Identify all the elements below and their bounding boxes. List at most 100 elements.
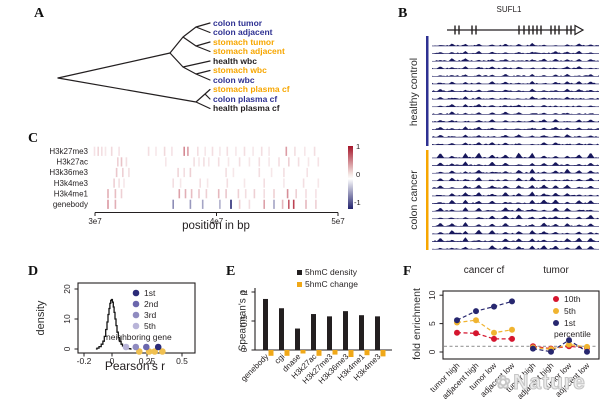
- c-x-tick-label: 3e7: [88, 217, 102, 226]
- heatmap-mark: [297, 157, 300, 167]
- heatmap-mark: [171, 146, 173, 156]
- density-curve: [95, 298, 132, 350]
- heatmap-mark: [193, 157, 195, 167]
- heatmap-mark: [226, 178, 229, 188]
- rank-dot-5th: [122, 343, 130, 351]
- heatmap-mark: [304, 146, 306, 156]
- panel-b-letter: B: [398, 6, 408, 21]
- heatmap-mark: [201, 199, 204, 209]
- signal-track: [432, 119, 599, 122]
- neighboring-gene-dot: [136, 348, 143, 355]
- heatmap-mark: [258, 157, 261, 167]
- signal-track: [432, 191, 599, 196]
- bar-5hmc-density: [295, 328, 300, 351]
- heatmap-mark: [163, 146, 166, 156]
- heatmap-mark: [172, 178, 174, 188]
- series-dot-1st: [566, 337, 572, 344]
- f-group-title-cancer-cf: cancer cf: [463, 265, 505, 276]
- d-x-tick-label: 0: [110, 356, 115, 366]
- heatmap-row-label: H3k27me3: [49, 147, 88, 156]
- f-plot-box: [442, 290, 600, 360]
- heatmap-mark: [281, 199, 284, 209]
- d-legend-dot: [132, 322, 140, 330]
- tree-edge: [57, 77, 211, 110]
- heatmap-mark: [305, 199, 307, 209]
- series-dot-10th: [454, 329, 460, 336]
- d-yaxis-label: density: [35, 300, 47, 336]
- heatmap-mark: [122, 167, 124, 178]
- series-dot-1st: [530, 345, 536, 352]
- tree-tip-label: stomach plasma cf: [213, 84, 290, 94]
- f-y-tick-label: 5: [427, 321, 437, 326]
- gene-direction-arrow: [574, 24, 585, 36]
- series-dot-1st: [473, 308, 479, 315]
- colorbar-max-label: 1: [356, 142, 361, 151]
- c-xaxis-label: position in bp: [182, 220, 250, 232]
- heatmap-mark: [315, 189, 317, 199]
- signal-track: [432, 222, 599, 227]
- series-dot-10th: [491, 335, 497, 342]
- heatmap-mark: [273, 199, 275, 209]
- heatmap-mark: [268, 146, 270, 156]
- heatmap-mark: [232, 167, 235, 178]
- bar-5hmc-density: [263, 298, 268, 350]
- heatmap-mark: [183, 146, 185, 156]
- heatmap-mark: [187, 146, 189, 156]
- heatmap-mark: [178, 189, 181, 199]
- heatmap-mark: [172, 199, 174, 209]
- bar-5hmc-density: [327, 316, 332, 350]
- heatmap-mark: [120, 157, 123, 167]
- heatmap-mark: [258, 167, 261, 178]
- series-dot-5th: [584, 343, 590, 350]
- signal-track: [432, 184, 599, 189]
- bar-5hmc-change: [332, 350, 338, 355]
- bar-5hmc-density: [343, 311, 348, 351]
- c-x-tick-label: 5e7: [331, 217, 345, 226]
- heatmap-mark: [295, 189, 297, 199]
- signal-track: [432, 126, 599, 130]
- heatmap-mark: [118, 146, 120, 156]
- heatmap-mark: [205, 189, 208, 199]
- watermark-flower-icon: ✿: [495, 372, 512, 392]
- heatmap-mark: [253, 189, 256, 199]
- heatmap-mark: [237, 189, 240, 199]
- f-legend-dot: [553, 296, 559, 302]
- density-swatch: [297, 269, 302, 275]
- f-legend-label: 10th: [564, 294, 581, 304]
- panel-e-letter: E: [226, 264, 236, 279]
- e-legend-density: 5hmC density: [297, 267, 357, 277]
- series-line-5th: [532, 343, 588, 350]
- heatmap-mark: [217, 157, 220, 167]
- heatmap-mark: [123, 178, 125, 188]
- change-swatch: [297, 281, 302, 287]
- heatmap-mark: [283, 178, 285, 188]
- d-legend-label: 2nd: [144, 299, 158, 309]
- heatmap-mark: [114, 199, 117, 209]
- signal-track: [432, 104, 599, 107]
- heatmap-mark: [189, 199, 192, 209]
- panel-d-letter: D: [28, 264, 39, 279]
- neighboring-gene-dot: [159, 348, 166, 355]
- dendrogram: [57, 22, 211, 110]
- heatmap-mark: [199, 178, 201, 188]
- heatmap-mark: [273, 189, 275, 199]
- heatmap-mark: [107, 189, 109, 199]
- heatmap-mark: [206, 178, 209, 188]
- signal-track: [432, 229, 599, 234]
- signal-track: [432, 73, 599, 77]
- heatmap-mark: [317, 157, 320, 167]
- heatmap-row-label: H3k27ac: [56, 158, 88, 167]
- heatmap-mark: [268, 157, 270, 167]
- tree-edge: [169, 22, 211, 54]
- healthy-control-label: healthy control: [408, 57, 420, 127]
- f-legend-dot: [553, 320, 559, 326]
- tree-tip-label: stomach adjacent: [213, 46, 285, 56]
- f-legend-dot: [553, 308, 559, 314]
- heatmap-mark: [155, 146, 157, 156]
- watermark-text: Nature: [513, 370, 586, 394]
- genome-browser-tracks: [426, 24, 599, 250]
- watermark: ✿ Nature: [495, 370, 586, 395]
- heatmap-row-label: H3k4me3: [54, 179, 89, 188]
- signal-track: [432, 58, 599, 62]
- bar-5hmc-density: [375, 316, 380, 350]
